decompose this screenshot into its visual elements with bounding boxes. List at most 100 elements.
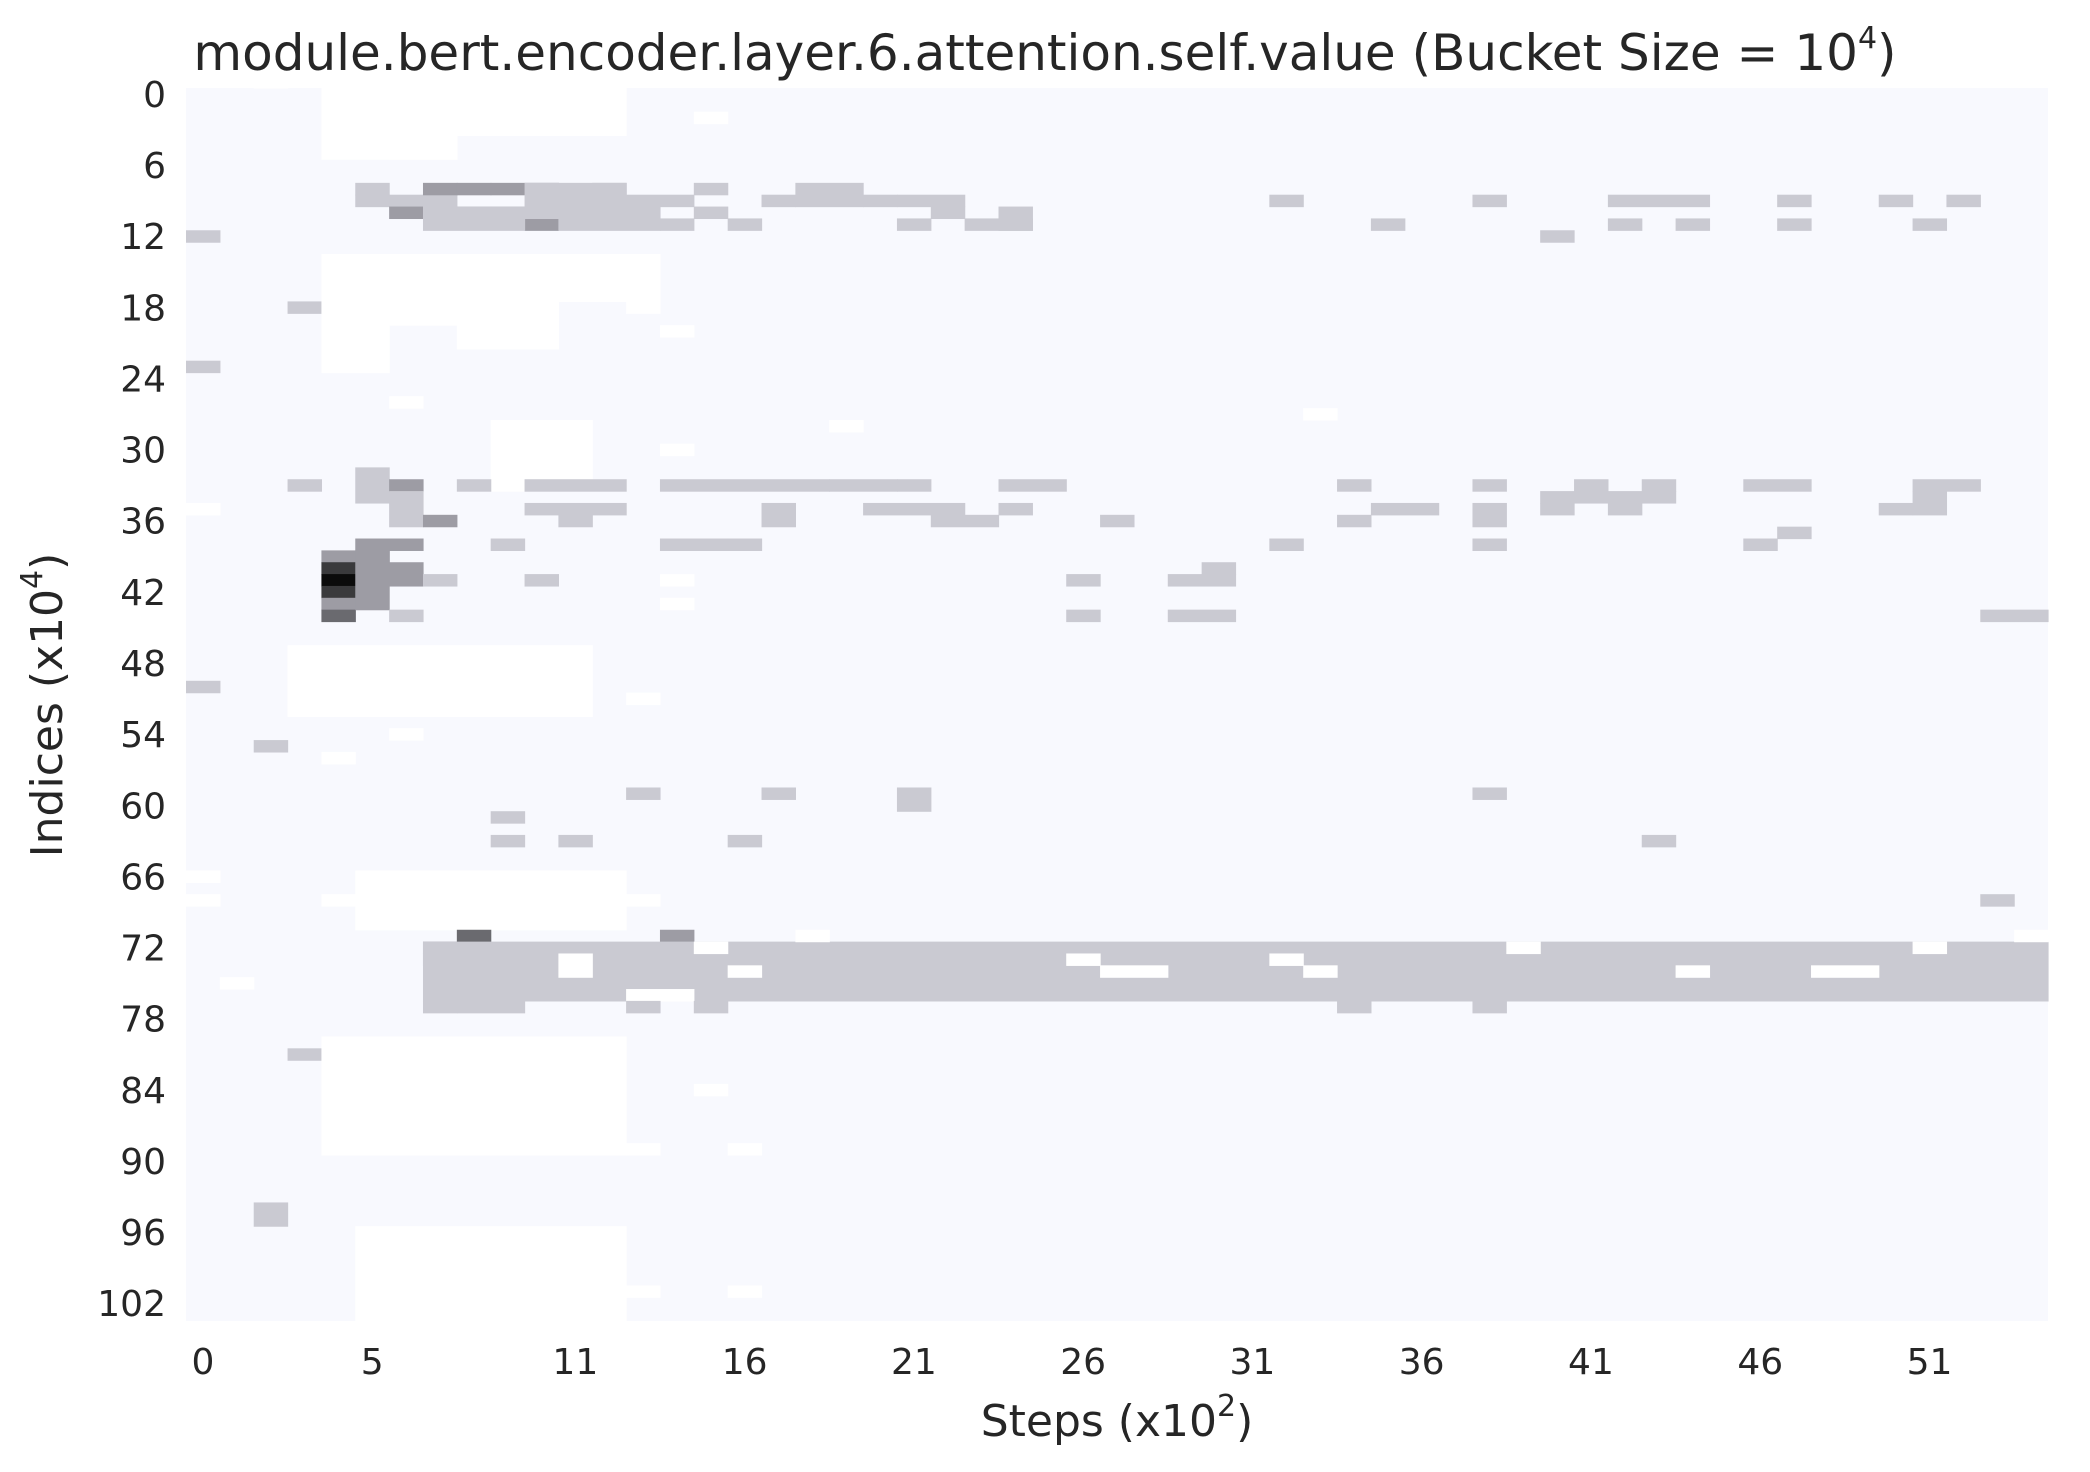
heatmap-cell [558,953,593,978]
heatmap-cell [930,514,1000,528]
x-axis-ticks: 0 5 11 16 21 26 31 36 41 46 51 [191,1342,1952,1383]
heatmap-cell [998,206,1033,231]
x-tick-label: 5 [361,1342,384,1383]
heatmap-cell [321,597,356,611]
heatmap-cell [1472,479,1507,492]
heatmap-cell [1540,230,1575,243]
heatmap-cell [1100,514,1135,528]
heatmap-cell [558,253,661,302]
heatmap-cell [1337,479,1372,492]
heatmap-cell [1777,194,1812,208]
x-tick-label: 51 [1907,1342,1953,1383]
y-tick-label: 48 [120,644,166,685]
heatmap-cell [287,1048,323,1061]
heatmap-cell [863,502,966,516]
heatmap-cell [1912,479,1981,492]
y-tick-label: 6 [143,146,166,187]
heatmap-cell [1641,491,1677,504]
heatmap-cell [422,514,458,528]
heatmap-cell [1201,562,1237,575]
x-tick-label: 16 [722,1342,768,1383]
heatmap-cell [389,253,458,326]
heatmap-cell [727,218,763,231]
heatmap-cell [422,206,526,231]
heatmap-cell [389,609,424,623]
heatmap-cell [1472,502,1507,528]
heatmap-cell [1066,609,1101,623]
heatmap-cell [287,301,323,314]
y-tick-label: 18 [120,288,166,329]
heatmap-cell [524,479,627,492]
heatmap-cell [1472,1000,1507,1014]
heatmap-cell [795,182,864,208]
heatmap-cell [896,787,932,812]
heatmap-cell [1878,194,1914,208]
heatmap-cell [626,1143,661,1156]
heatmap-cell [1370,502,1440,516]
heatmap-cell [1607,194,1711,208]
y-tick-label: 60 [120,786,166,827]
heatmap-cell [693,111,729,125]
heatmap-cell [829,419,864,433]
heatmap-cell [1574,479,1609,492]
heatmap-cell [1607,502,1643,516]
heatmap-cell [1946,194,1981,208]
heatmap-cell [1066,953,1101,966]
heatmap-cell [355,550,390,611]
heatmap-cell [456,929,492,943]
x-tick-label: 31 [1230,1342,1276,1383]
heatmap-cell [693,941,729,955]
heatmap-cell [626,1000,661,1014]
heatmap-cell [592,182,627,196]
heatmap-cell [896,479,932,492]
heatmap-cell [659,574,695,587]
heatmap-cell [422,182,458,196]
heatmap-cell [1303,965,1338,978]
heatmap-cell [1472,538,1507,551]
heatmap-cell [186,870,221,883]
heatmap-cell [626,894,661,907]
heatmap-cell [1269,953,1304,966]
heatmap-cell [693,182,729,196]
y-tick-label: 78 [120,1000,166,1041]
y-tick-label: 72 [120,929,166,970]
heatmap-cell [355,538,424,551]
heatmap-cell [1066,574,1101,587]
x-tick-label: 26 [1060,1342,1106,1383]
chart-title-exponent: 4 [1858,21,1877,56]
heatmap-cell [389,206,424,220]
heatmap-cell [626,301,661,314]
heatmap-cell [558,88,627,137]
heatmap-cell [998,479,1067,492]
heatmap-cell [1912,941,1948,955]
heatmap-cell [1506,941,1541,955]
heatmap-cell [524,218,559,231]
heatmap-cell [1675,965,1711,978]
heatmap-cell [761,502,796,528]
heatmap-cell [693,1000,729,1014]
x-tick-label: 21 [891,1342,937,1383]
heatmap-cell [321,894,356,907]
heatmap-cell [761,194,796,208]
heatmap-cell [1912,491,1948,516]
heatmap-cell [1912,218,1948,231]
heatmap-cell [829,479,898,492]
heatmap-cell [659,479,830,492]
y-tick-label: 42 [120,573,166,614]
heatmap-cell [422,194,458,208]
heatmap-cell [1540,491,1643,504]
heatmap-cell [727,1285,763,1298]
heatmap-cell [1811,965,1880,978]
heatmap-cell [321,253,390,374]
heatmap-cell [1743,479,1812,492]
heatmap-cell [1337,514,1372,528]
heatmap-cell [1370,218,1406,231]
x-tick-label: 36 [1399,1342,1445,1383]
x-tick-label: 11 [552,1342,598,1383]
heatmap-cell [524,574,559,587]
y-tick-label: 90 [120,1142,166,1183]
heatmap-cell [761,787,796,800]
heatmap-cell [389,194,424,208]
heatmap-cell [626,787,661,800]
